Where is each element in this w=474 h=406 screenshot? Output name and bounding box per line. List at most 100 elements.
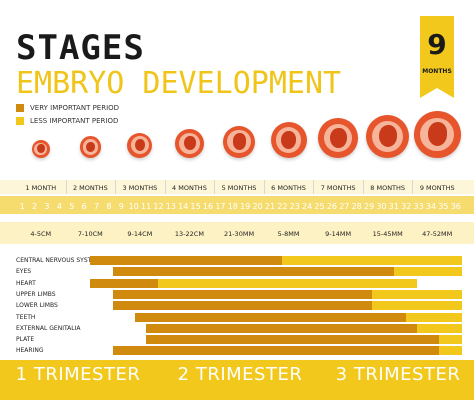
week-label: 17	[215, 202, 226, 211]
embryo-month-8	[366, 114, 410, 158]
organ-bar-very-important	[135, 312, 406, 322]
week-label: 12	[153, 202, 164, 211]
size-label: 9-14CM	[127, 230, 153, 238]
embryo-month-4	[175, 129, 204, 158]
week-label: 9	[118, 202, 124, 211]
month-divider	[214, 180, 216, 194]
week-label: 25	[314, 202, 325, 211]
size-label: 21-30MM	[223, 230, 255, 238]
week-label: 15	[190, 202, 201, 211]
week-label: 23	[289, 202, 300, 211]
organ-label: LOWER LIMBS	[16, 302, 58, 310]
organ-bar-less-important	[439, 335, 462, 345]
trimester-label: 2 TRIMESTER	[177, 364, 303, 385]
month-label: 4 MONTHS	[172, 184, 207, 192]
legend-swatch-very-important	[16, 104, 24, 112]
trimester-band	[0, 360, 474, 400]
size-band	[0, 222, 474, 244]
month-label: 2 MONTHS	[72, 184, 108, 192]
week-label: 7	[93, 202, 100, 211]
organ-bar-very-important	[146, 323, 417, 333]
size-label: 7-10CM	[77, 230, 103, 238]
trimester-label: 3 TRIMESTER	[335, 364, 461, 385]
week-label: 1	[19, 202, 25, 211]
embryo-month-1	[31, 140, 50, 158]
trimester-label: 1 TRIMESTER	[15, 364, 141, 385]
week-label: 28	[351, 202, 362, 211]
month-label: 6 MONTHS	[271, 184, 306, 192]
month-label: 3 MONTHS	[122, 184, 158, 192]
page-title: STAGES	[16, 28, 145, 68]
organ-label: EYES	[16, 268, 32, 276]
organ-bar-very-important	[90, 278, 158, 288]
month-label: 5 MONTHS	[221, 184, 257, 192]
month-divider	[263, 180, 265, 194]
embryo-month-5	[222, 125, 256, 158]
organ-bar-less-important	[394, 267, 462, 277]
months-ribbon-tail	[420, 88, 454, 98]
organ-bar-less-important	[281, 256, 462, 265]
organ-bar-less-important	[416, 323, 462, 333]
week-label: 3	[44, 202, 50, 211]
embryo-fetus-7	[330, 127, 347, 148]
legend-very-important: VERY IMPORTANT PERIOD	[16, 104, 119, 112]
week-label: 19	[240, 202, 251, 211]
week-label: 16	[202, 202, 214, 211]
embryo-month-7	[318, 118, 358, 158]
week-label: 6	[81, 202, 87, 211]
organ-bar-less-important	[371, 301, 462, 311]
month-label: 8 MONTHS	[370, 184, 406, 192]
month-divider	[164, 180, 166, 194]
embryo-month-3	[127, 132, 153, 158]
month-divider	[65, 180, 67, 194]
month-divider	[412, 180, 414, 194]
months-ribbon-number: 9	[427, 28, 447, 61]
month-band	[0, 180, 474, 194]
week-label: 33	[413, 202, 424, 211]
week-label: 10	[128, 202, 139, 211]
embryo-fetus-1	[37, 144, 45, 154]
week-label: 4	[56, 202, 62, 211]
month-label: 7 MONTHS	[320, 184, 356, 192]
week-label: 29	[363, 202, 375, 211]
week-label: 35	[438, 202, 449, 211]
week-label: 5	[69, 202, 75, 211]
embryo-fetus-5	[232, 133, 247, 150]
embryo-month-9	[413, 111, 461, 158]
week-label: 26	[326, 202, 337, 211]
month-divider	[115, 180, 117, 194]
organ-label: HEARING	[16, 347, 44, 355]
organ-bar-less-important	[157, 278, 417, 288]
month-label: 9 MONTHS	[419, 184, 455, 192]
organ-label: EXTERNAL GENITALIA	[16, 324, 81, 332]
week-band	[0, 196, 474, 214]
organ-label: TEETH	[16, 313, 36, 321]
organ-label: CENTRAL NERVOUS SYSTEM	[16, 257, 101, 264]
embryo-fetus-9	[427, 122, 448, 146]
embryo-fetus-3	[134, 138, 146, 152]
page-subtitle: EMBRYO DEVELOPMENT	[16, 66, 342, 101]
week-label: 27	[339, 202, 350, 211]
embryo-fetus-8	[379, 125, 398, 147]
size-label: 47-52MM	[422, 230, 453, 238]
months-ribbon-label: MONTHS	[422, 68, 452, 75]
organ-bar-very-important	[90, 256, 282, 265]
organ-bar-very-important	[112, 301, 372, 311]
week-label: 21	[264, 202, 276, 211]
week-label: 20	[252, 202, 263, 211]
legend-label-very-important: VERY IMPORTANT PERIOD	[30, 104, 120, 112]
organ-label: HEART	[16, 279, 36, 287]
month-divider	[313, 180, 315, 194]
embryo-month-6	[270, 122, 307, 158]
size-label: 15-45MM	[372, 230, 403, 238]
embryo-fetus-2	[86, 141, 96, 153]
week-label: 18	[227, 202, 238, 211]
week-label: 34	[425, 202, 437, 211]
week-label: 24	[302, 202, 313, 211]
week-label: 22	[277, 202, 288, 211]
month-label: 1 MONTH	[25, 184, 57, 192]
week-label: 32	[401, 202, 412, 211]
months-ribbon	[420, 16, 454, 88]
organ-bar-very-important	[112, 289, 372, 299]
